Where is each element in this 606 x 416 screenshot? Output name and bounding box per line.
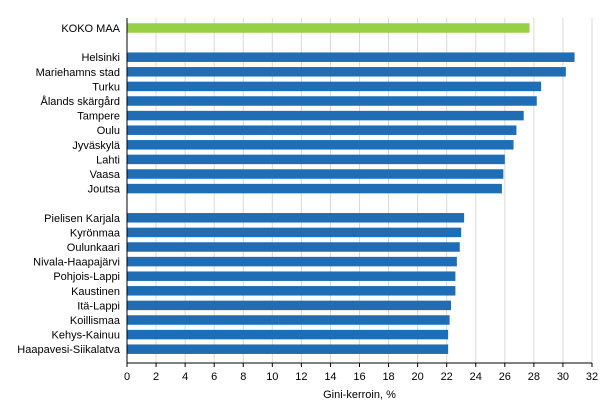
bar bbox=[127, 344, 449, 354]
bar bbox=[127, 286, 456, 296]
x-tick-label: 8 bbox=[240, 371, 246, 383]
x-tick-label: 22 bbox=[441, 371, 453, 383]
category-label: Lahti bbox=[96, 154, 120, 166]
bar bbox=[127, 67, 566, 77]
bar bbox=[127, 81, 542, 92]
category-label: Pohjois-Lappi bbox=[53, 271, 120, 283]
bar bbox=[127, 96, 537, 106]
x-tick-label: 24 bbox=[470, 371, 482, 383]
x-tick-label: 6 bbox=[211, 371, 217, 383]
x-tick-label: 4 bbox=[182, 371, 188, 383]
bar bbox=[127, 300, 452, 311]
bar bbox=[127, 227, 462, 238]
x-tick-label: 16 bbox=[353, 371, 365, 383]
category-label: Itä-Lappi bbox=[77, 300, 120, 312]
bar bbox=[127, 183, 502, 194]
category-label: Koillismaa bbox=[70, 315, 121, 327]
category-labels: KOKO MAA Helsinki Mariehamns stad Turku Ålan… bbox=[17, 23, 121, 356]
category-label: KOKO MAA bbox=[61, 23, 120, 35]
x-tick-label: 26 bbox=[499, 371, 511, 383]
category-label: Kaustinen bbox=[71, 286, 120, 298]
x-tick-label: 2 bbox=[153, 371, 159, 383]
category-label: Kehys-Kainuu bbox=[52, 330, 121, 342]
bar bbox=[127, 23, 530, 33]
bar bbox=[127, 169, 504, 179]
category-label: Pielisen Karjala bbox=[44, 213, 121, 225]
bar bbox=[127, 140, 514, 150]
bar bbox=[127, 315, 450, 325]
category-label: Ålands skärgård bbox=[41, 95, 121, 108]
category-label: Turku bbox=[92, 81, 120, 93]
x-axis: 0 2 4 6 8 10 12 14 16 18 20 22 24 26 28 30 32 bbox=[124, 18, 598, 383]
bars bbox=[127, 23, 575, 354]
bar bbox=[127, 256, 457, 267]
bar bbox=[127, 329, 449, 340]
bar bbox=[127, 125, 517, 135]
x-tick-label: 14 bbox=[324, 371, 336, 383]
category-label: Vaasa bbox=[90, 169, 121, 181]
x-tick-label: 32 bbox=[586, 371, 598, 383]
bar bbox=[127, 110, 524, 121]
x-tick-label: 12 bbox=[295, 371, 307, 383]
bar bbox=[127, 154, 505, 165]
category-label: Jyväskylä bbox=[72, 140, 121, 152]
category-label: Joutsa bbox=[88, 184, 121, 196]
x-axis-title: Gini-kerroin, % bbox=[323, 389, 396, 401]
bar bbox=[127, 213, 465, 223]
category-label: Nivala-Haapajärvi bbox=[33, 257, 120, 269]
category-label: Mariehamns stad bbox=[36, 67, 120, 79]
category-label: Helsinki bbox=[81, 52, 120, 64]
x-tick-label: 10 bbox=[266, 371, 278, 383]
bar bbox=[127, 242, 460, 252]
bar bbox=[127, 271, 456, 281]
category-label: Haapavesi-Siikalatva bbox=[17, 344, 121, 356]
category-label: Oulu bbox=[97, 125, 120, 137]
x-tick-label: 30 bbox=[557, 371, 569, 383]
category-label: Kyrönmaa bbox=[70, 227, 121, 239]
x-tick-label: 28 bbox=[528, 371, 540, 383]
bar bbox=[127, 52, 575, 62]
x-tick-label: 18 bbox=[382, 371, 394, 383]
category-label: Oulunkaari bbox=[67, 242, 120, 254]
x-tick-label: 0 bbox=[124, 371, 130, 383]
x-tick-label: 20 bbox=[412, 371, 424, 383]
category-label: Tampere bbox=[77, 111, 120, 123]
